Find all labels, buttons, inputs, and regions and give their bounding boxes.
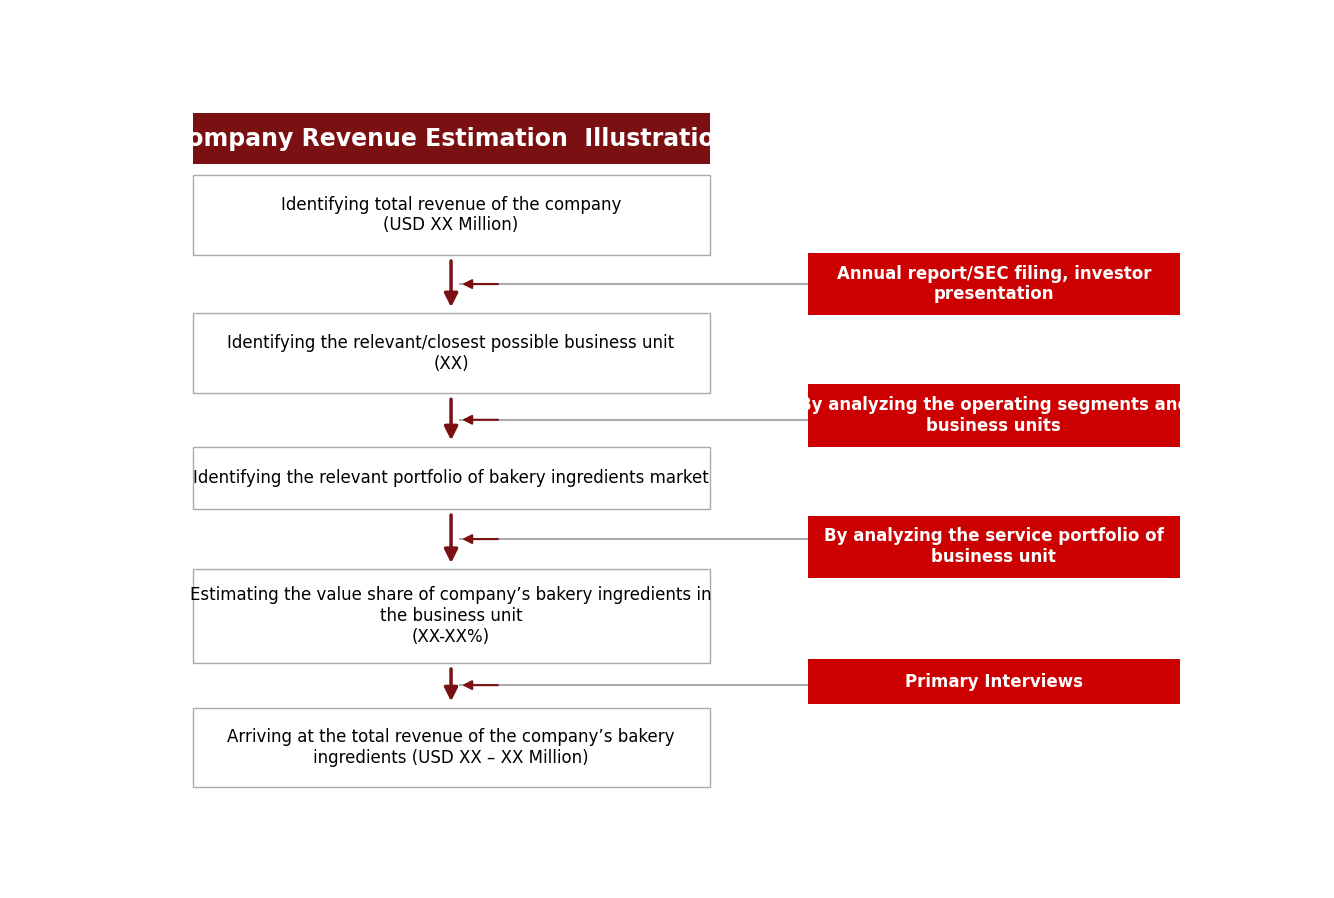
Text: Annual report/SEC filing, investor
presentation: Annual report/SEC filing, investor prese…	[836, 265, 1151, 304]
FancyBboxPatch shape	[192, 313, 710, 393]
Text: Arriving at the total revenue of the company’s bakery
ingredients (USD XX – XX M: Arriving at the total revenue of the com…	[227, 728, 675, 767]
FancyBboxPatch shape	[192, 175, 710, 255]
FancyBboxPatch shape	[192, 112, 710, 164]
Text: Estimating the value share of company’s bakery ingredients in
the business unit
: Estimating the value share of company’s …	[191, 586, 712, 646]
FancyBboxPatch shape	[808, 515, 1181, 578]
FancyBboxPatch shape	[808, 384, 1181, 446]
FancyBboxPatch shape	[192, 708, 710, 788]
FancyBboxPatch shape	[192, 569, 710, 663]
Text: By analyzing the operating segments and
business units: By analyzing the operating segments and …	[799, 396, 1189, 435]
FancyBboxPatch shape	[192, 446, 710, 509]
Text: Identifying the relevant portfolio of bakery ingredients market: Identifying the relevant portfolio of ba…	[193, 469, 708, 487]
FancyBboxPatch shape	[808, 253, 1181, 315]
Text: Company Revenue Estimation  Illustration: Company Revenue Estimation Illustration	[171, 127, 732, 151]
Text: Identifying total revenue of the company
(USD XX Million): Identifying total revenue of the company…	[281, 196, 622, 234]
Text: Identifying the relevant/closest possible business unit
(XX): Identifying the relevant/closest possibl…	[228, 334, 675, 373]
Text: By analyzing the service portfolio of
business unit: By analyzing the service portfolio of bu…	[824, 527, 1163, 567]
FancyBboxPatch shape	[808, 659, 1181, 704]
Text: Primary Interviews: Primary Interviews	[904, 673, 1083, 691]
